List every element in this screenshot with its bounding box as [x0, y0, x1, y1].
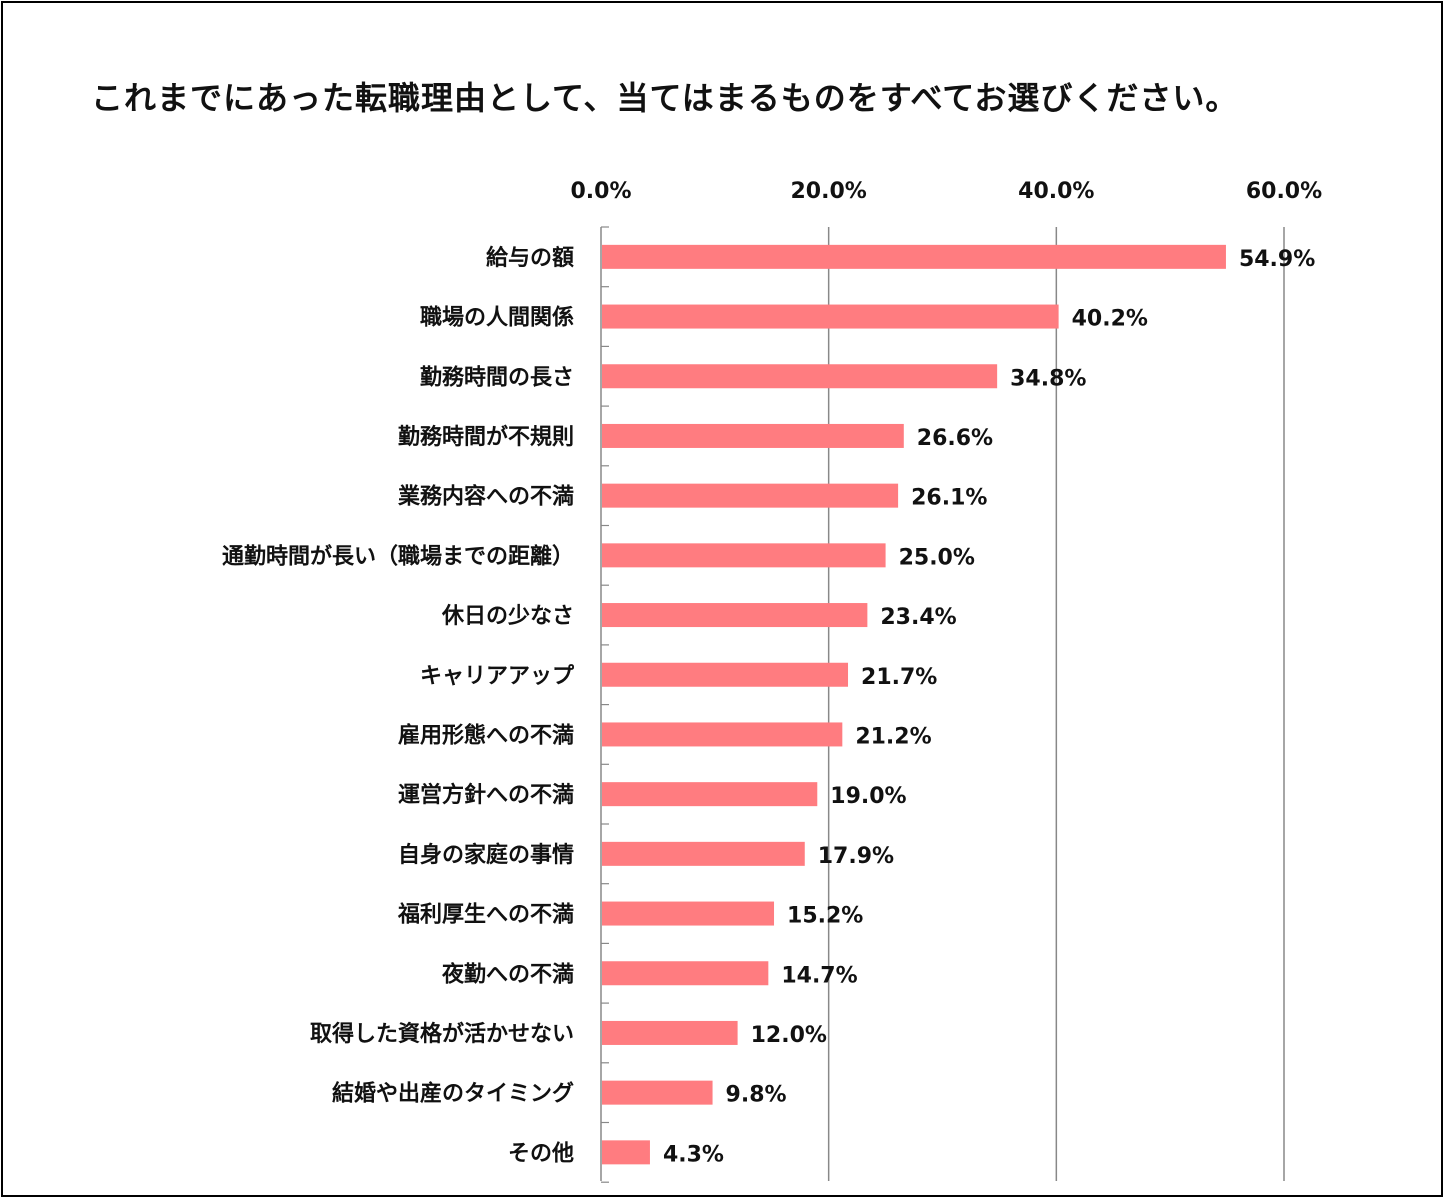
bar [602, 1140, 650, 1165]
data-label: 17.9% [818, 844, 894, 869]
x-tick-label: 0.0% [570, 179, 631, 204]
bar [602, 244, 1226, 269]
category-label: 通勤時間が長い（職場までの距離） [222, 543, 574, 569]
data-label: 40.2% [1072, 307, 1148, 332]
axes [600, 226, 609, 1183]
bar [602, 543, 886, 568]
data-label: 26.1% [911, 486, 987, 511]
category-label: 夜勤への不満 [441, 961, 574, 987]
data-label: 19.0% [830, 784, 906, 809]
data-label: 23.4% [880, 605, 956, 630]
data-label: 12.0% [751, 1023, 827, 1048]
category-label: 給与の額 [486, 245, 574, 271]
bar [602, 901, 775, 926]
category-label: キャリアアップ [420, 664, 575, 689]
bar [602, 364, 998, 389]
x-tick-label: 60.0% [1246, 179, 1322, 204]
x-tick-label: 20.0% [791, 179, 867, 204]
data-label: 14.7% [781, 963, 857, 988]
chart-title: これまでにあった転職理由として、当てはまるものをすべてお選びください。 [91, 79, 1239, 117]
data-label: 21.2% [855, 724, 931, 749]
bar [602, 1080, 713, 1105]
bar [602, 483, 899, 508]
category-label: 運営方針への不満 [398, 782, 574, 808]
category-label: 業務内容への不満 [398, 484, 574, 510]
bar [602, 603, 868, 628]
bar [602, 841, 805, 866]
category-label: 結婚や出産のタイミング [332, 1081, 574, 1107]
data-label: 26.6% [917, 426, 993, 451]
x-tick-label: 40.0% [1018, 179, 1094, 204]
bar [602, 722, 843, 747]
bars [602, 244, 1226, 1165]
category-label: その他 [508, 1141, 574, 1166]
category-label: 福利厚生への不満 [397, 902, 574, 928]
data-label: 4.3% [663, 1142, 724, 1167]
bar [602, 782, 818, 807]
bar [602, 304, 1059, 329]
bar [602, 1020, 738, 1045]
data-label: 34.8% [1010, 366, 1086, 391]
data-label: 54.9% [1239, 247, 1315, 272]
data-label: 9.8% [726, 1083, 787, 1108]
labels: 0.0% 20.0% 40.0% 60.0% 給与の額 54.9% 職場の人間関係 40.2%… [222, 179, 1322, 1167]
category-label: 自身の家庭の事情 [398, 842, 574, 868]
data-label: 21.7% [861, 665, 937, 690]
category-label: 雇用形態への不満 [398, 722, 574, 748]
bar [602, 961, 769, 986]
category-label: 勤務時間の長さ [420, 364, 574, 390]
data-label: 15.2% [787, 904, 863, 929]
bar [602, 423, 904, 448]
category-label: 勤務時間が不規則 [398, 424, 574, 450]
category-label: 休日の少なさ [441, 604, 574, 629]
bar [602, 662, 849, 687]
category-label: 取得した資格が活かせない [310, 1021, 574, 1047]
category-label: 職場の人間関係 [420, 305, 574, 331]
data-label: 25.0% [899, 545, 975, 570]
